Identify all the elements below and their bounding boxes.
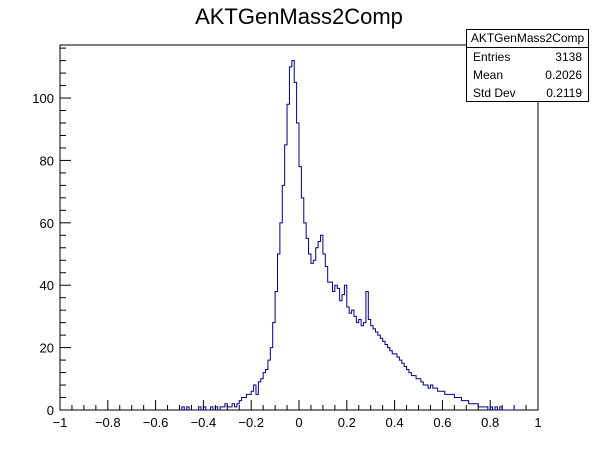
stats-box-title: AKTGenMass2Comp [467,30,588,48]
y-tick-label: 0 [47,403,54,418]
x-tick-label: −0.8 [95,415,121,430]
y-tick-label: 60 [40,216,54,231]
y-tick-label: 100 [32,91,54,106]
x-tick-label: 0 [295,415,302,430]
x-tick-label: 0.6 [433,415,451,430]
histogram-series [179,60,517,411]
x-tick-label: −0.4 [191,415,217,430]
stats-box: AKTGenMass2Comp Entries 3138 Mean 0.2026… [466,29,589,102]
stats-mean-label: Mean [473,68,504,82]
stats-row-mean: Mean 0.2026 [467,66,588,84]
y-tick-label: 80 [40,153,54,168]
stats-entries-value: 3138 [555,50,582,64]
stats-mean-value: 0.2026 [545,68,582,82]
x-tick-label: 0.4 [386,415,404,430]
x-tick-label: 0.2 [338,415,356,430]
x-tick-label: 0.8 [481,415,499,430]
stats-row-entries: Entries 3138 [467,48,588,66]
x-tick-label: −1 [53,415,68,430]
stats-entries-label: Entries [473,50,511,64]
chart-title: AKTGenMass2Comp [195,4,403,29]
y-tick-label: 20 [40,341,54,356]
stats-row-stddev: Std Dev 0.2119 [467,84,588,102]
stats-stddev-label: Std Dev [473,86,516,100]
x-tick-label: −0.6 [143,415,169,430]
x-tick-label: −0.2 [238,415,264,430]
y-tick-label: 40 [40,278,54,293]
x-tick-label: 1 [534,415,541,430]
stats-stddev-value: 0.2119 [546,86,582,100]
